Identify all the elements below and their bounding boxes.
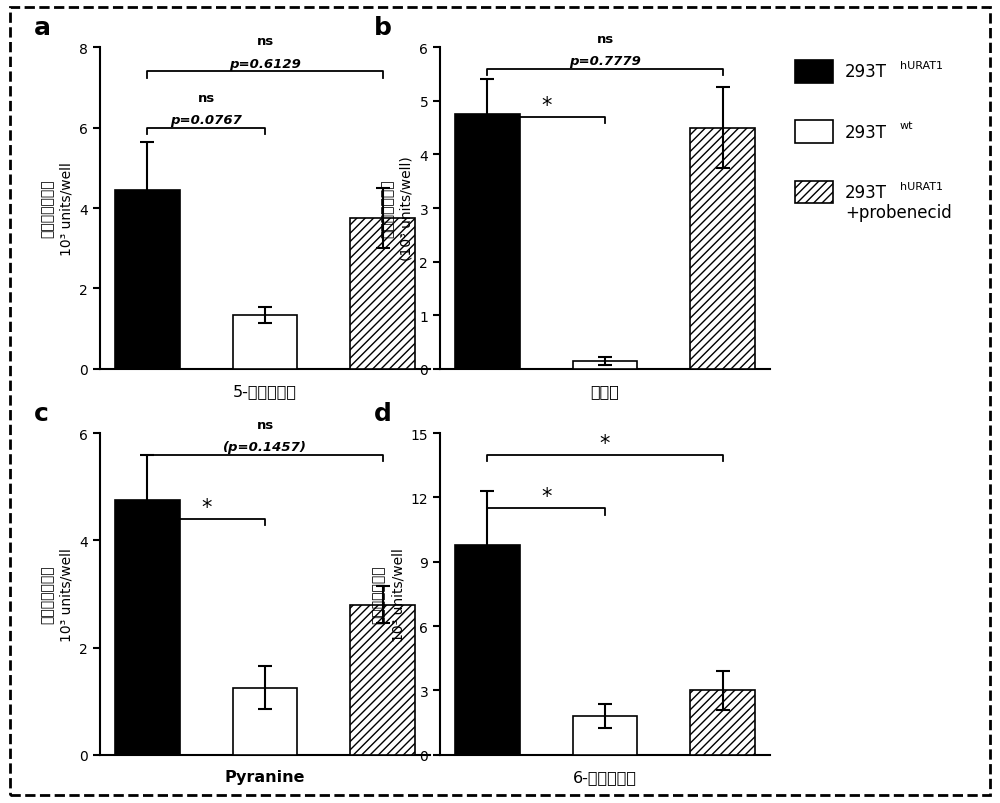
Y-axis label: 细胞内荧光强度
10³ units/well: 细胞内荧光强度 10³ units/well — [372, 548, 405, 641]
Bar — [455, 545, 520, 755]
Text: d: d — [374, 402, 392, 426]
Text: ns: ns — [256, 418, 274, 431]
Bar — [455, 115, 520, 369]
X-axis label: 荧光素: 荧光素 — [591, 383, 619, 398]
Bar — [690, 691, 755, 755]
Text: p=0.7779: p=0.7779 — [569, 55, 641, 68]
Text: +probenecid: +probenecid — [845, 204, 952, 222]
X-axis label: 6-羚基荧光素: 6-羚基荧光素 — [573, 768, 637, 784]
Bar — [115, 500, 180, 755]
X-axis label: Pyranine: Pyranine — [225, 768, 305, 784]
Bar — [233, 688, 297, 755]
Text: a: a — [34, 16, 51, 40]
Text: (p=0.1457): (p=0.1457) — [223, 441, 307, 454]
Y-axis label: 细胞内荧光强度
(10³ units/well): 细胞内荧光强度 (10³ units/well) — [380, 157, 414, 261]
Text: p=0.6129: p=0.6129 — [229, 58, 301, 71]
Text: ns: ns — [596, 33, 614, 46]
Text: p=0.0767: p=0.0767 — [170, 114, 242, 127]
Text: c: c — [34, 402, 49, 426]
Bar — [115, 190, 180, 369]
Text: 293T: 293T — [845, 184, 887, 202]
Text: ns: ns — [256, 35, 274, 48]
Text: wt: wt — [900, 121, 914, 131]
Text: *: * — [541, 487, 551, 507]
Bar — [690, 128, 755, 369]
Y-axis label: 细胞内荧光强度
10³ units/well: 细胞内荧光强度 10³ units/well — [40, 548, 74, 641]
X-axis label: 5-羚基荧光素: 5-羚基荧光素 — [233, 383, 297, 398]
Text: *: * — [201, 498, 211, 518]
Text: b: b — [374, 16, 392, 40]
Text: hURAT1: hURAT1 — [900, 61, 943, 71]
Bar — [350, 605, 415, 755]
Text: 293T: 293T — [845, 124, 887, 141]
Text: ns: ns — [198, 92, 215, 104]
Text: hURAT1: hURAT1 — [900, 181, 943, 191]
Text: *: * — [541, 96, 551, 116]
Bar — [350, 218, 415, 369]
Y-axis label: 细胞内荧光强度
10³ units/well: 细胞内荧光强度 10³ units/well — [40, 162, 74, 255]
Bar — [573, 361, 637, 369]
Text: 293T: 293T — [845, 63, 887, 81]
Text: *: * — [600, 434, 610, 454]
Bar — [233, 315, 297, 369]
Bar — [573, 716, 637, 755]
